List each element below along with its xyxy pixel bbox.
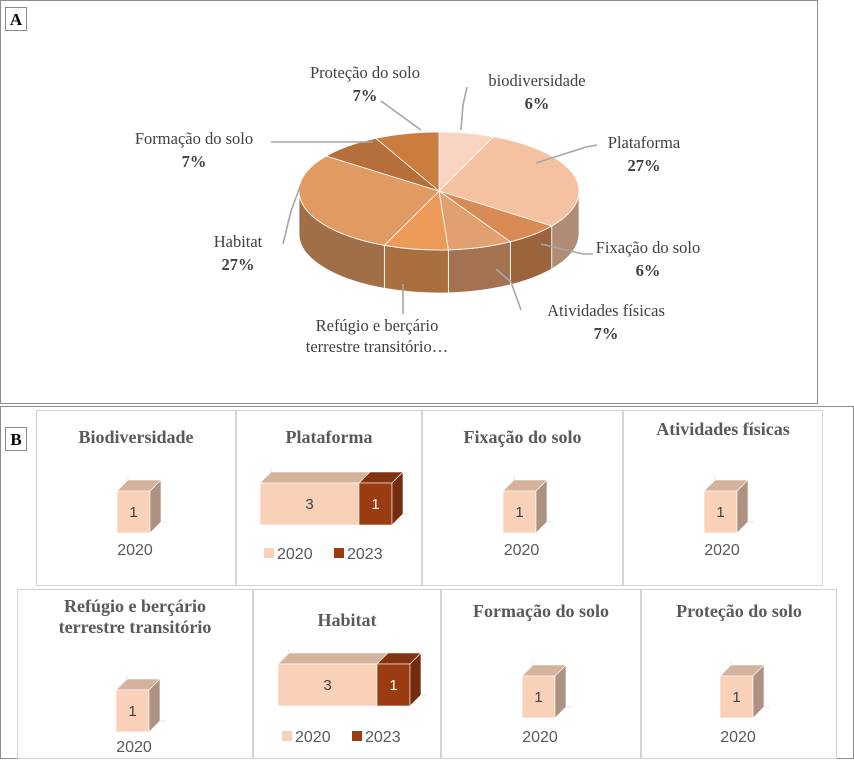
- mini-chart-plot: 1 2020: [502, 476, 553, 559]
- bar-2023: [358, 471, 404, 526]
- legend-label-2020: 2020: [295, 729, 331, 746]
- mini-chart-plot: 1 2020: [719, 661, 770, 746]
- bar-2020: [521, 664, 567, 719]
- mini-chart-title: Plataforma: [285, 427, 373, 447]
- pie-sides: [298, 190, 580, 294]
- bar-2020: [116, 479, 162, 534]
- pie-pct-0: 6%: [525, 94, 550, 113]
- bar-2020: [502, 479, 548, 534]
- mini-chart-title: Habitat: [317, 610, 377, 630]
- mini-chart-title: Refúgio e berçário terrestre transitório: [58, 596, 212, 637]
- panel-b-letter: B: [5, 427, 27, 451]
- mini-chart-title: Proteção do solo: [676, 601, 802, 621]
- legend-label-2020: 2020: [277, 546, 313, 563]
- category-label: 2020: [522, 729, 558, 746]
- bar-2020: [719, 664, 765, 719]
- mini-chart-title: Biodiversidade: [78, 427, 194, 447]
- leader-line-7: [380, 100, 422, 131]
- leader-line-3: [495, 268, 522, 311]
- category-label: 2020: [504, 542, 540, 559]
- mini-chart-plot: 3 1 2020 2023: [277, 649, 427, 746]
- leader-line-0: [460, 86, 468, 131]
- bar-value-label: 1: [515, 504, 523, 521]
- mini-chart-2: Fixação do solo 1 2020: [422, 410, 623, 586]
- pie-tops: [298, 131, 580, 251]
- bar-value-label: 3: [305, 496, 313, 513]
- legend-swatch-2023: [334, 548, 344, 558]
- legend-swatch-2023: [352, 731, 362, 741]
- mini-chart-title: Formação do solo: [473, 601, 609, 621]
- legend-swatch-2020: [264, 548, 274, 558]
- pie-pct-7: 7%: [353, 86, 378, 105]
- bar-value-label: 1: [371, 496, 379, 513]
- mini-chart-3: Atividades físicas 1 2020: [623, 410, 823, 586]
- mini-chart-plot: 1 2020: [115, 675, 166, 756]
- panel-b: Biodiversidade 1 2020 Plataforma 3 1 2020 2023 F…: [0, 406, 854, 759]
- mini-chart-plot: 1 2020: [116, 476, 167, 559]
- category-label: 2020: [117, 542, 153, 559]
- pie-pct-5: 27%: [222, 255, 255, 274]
- mini-chart-5: Habitat 3 1 2020 2023: [253, 589, 441, 759]
- bar-value-label: 1: [716, 504, 724, 521]
- bar-value-label: 1: [389, 677, 397, 694]
- pie-pct-2: 6%: [636, 261, 661, 280]
- panel-a-letter: A: [5, 7, 27, 31]
- bar-2020: [277, 652, 389, 707]
- bar-value-label: 3: [323, 677, 331, 694]
- bar-2020: [259, 471, 371, 526]
- pie-labels: biodiversidade 6% Plataforma 27% Fixação do …: [135, 63, 700, 356]
- pie-slice-7: [374, 131, 440, 192]
- pie-slice-1: [438, 136, 580, 227]
- pie-label-5: Habitat: [214, 232, 263, 251]
- leader-line-5: [282, 183, 302, 245]
- mini-legend: 2020 2023: [282, 729, 401, 746]
- pie-slice-5: [298, 155, 440, 246]
- panel-a: biodiversidade 6% Plataforma 27% Fixação do …: [0, 0, 818, 404]
- bar-2023: [376, 652, 422, 707]
- mini-chart-7: Proteção do solo 1 2020: [641, 589, 837, 759]
- bar-value-label: 1: [732, 689, 740, 706]
- mini-chart-0: Biodiversidade 1 2020: [36, 410, 236, 586]
- pie-label-3: Atividades físicas: [547, 301, 665, 320]
- mini-legend: 2020 2023: [264, 546, 383, 563]
- bar-2020: [703, 479, 749, 534]
- mini-chart-plot: 1 2020: [703, 476, 754, 559]
- mini-chart-plot: 1 2020: [521, 661, 572, 746]
- bar-value-label: 1: [128, 703, 136, 720]
- mini-chart-title: Atividades físicas: [656, 419, 790, 439]
- mini-chart-plot: 3 1 2020 2023: [259, 468, 409, 563]
- bar-2020: [115, 678, 161, 733]
- pie-pct-6: 7%: [182, 152, 207, 171]
- pie-label-1: Plataforma: [608, 133, 681, 152]
- pie-label-2: Fixação do solo: [596, 238, 701, 257]
- bar-value-label: 1: [534, 689, 542, 706]
- mini-chart-6: Formação do solo 1 2020: [441, 589, 641, 759]
- pie-pct-3: 7%: [594, 324, 619, 343]
- leader-lines: [271, 86, 598, 314]
- pie-chart: biodiversidade 6% Plataforma 27% Fixação do …: [135, 63, 700, 356]
- pie-label-7: Proteção do solo: [310, 63, 420, 82]
- mini-chart-4: Refúgio e berçário terrestre transitório…: [17, 589, 253, 759]
- pie-label-0: biodiversidade: [488, 71, 585, 90]
- leader-line-1: [535, 144, 598, 164]
- mini-chart-1: Plataforma 3 1 2020 2023: [236, 410, 422, 586]
- legend-swatch-2020: [282, 731, 292, 741]
- category-label: 2020: [720, 729, 756, 746]
- pie-side-4: [383, 244, 449, 294]
- pie-label-4: Refúgio e berçário terrestre transitório…: [306, 316, 449, 356]
- legend-label-2023: 2023: [347, 546, 383, 563]
- bar-value-label: 1: [129, 504, 137, 521]
- pie-pct-1: 27%: [628, 156, 661, 175]
- leader-line-2: [540, 243, 593, 255]
- mini-chart-title: Fixação do solo: [463, 427, 582, 447]
- pie-label-6: Formação do solo: [135, 129, 253, 148]
- legend-label-2023: 2023: [365, 729, 401, 746]
- category-label: 2020: [704, 542, 740, 559]
- category-label: 2020: [116, 739, 152, 756]
